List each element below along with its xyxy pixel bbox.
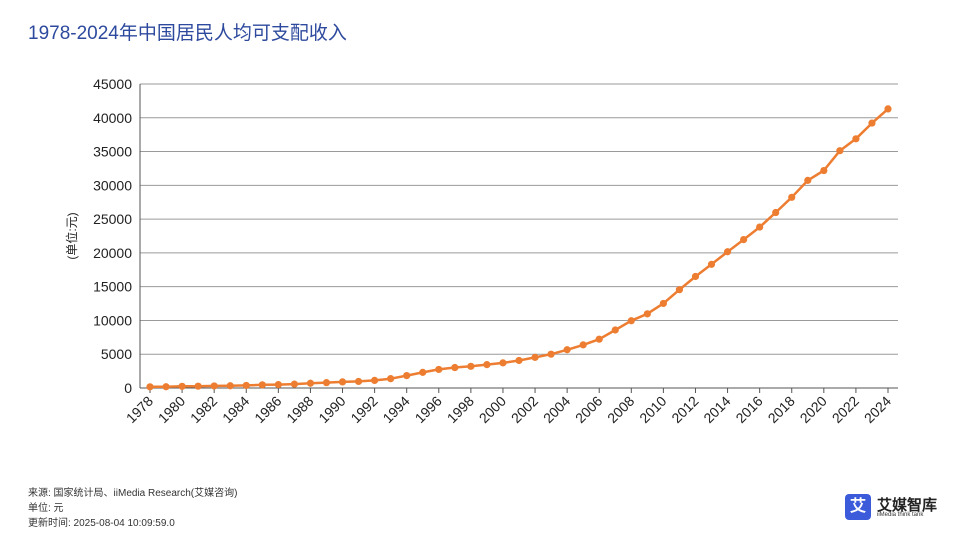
data-point	[515, 356, 523, 365]
x-tick-label: 2024	[861, 393, 894, 426]
data-point	[435, 365, 443, 374]
x-tick-label: 2008	[604, 393, 637, 426]
x-tick-label: 1998	[444, 393, 477, 426]
data-point	[740, 236, 748, 244]
y-tick-label: 35000	[93, 144, 132, 160]
data-point	[194, 382, 202, 390]
data-point	[659, 299, 667, 308]
x-tick-label: 1996	[412, 393, 445, 426]
x-tick-label: 1980	[155, 393, 188, 426]
data-point	[338, 378, 347, 386]
y-tick-label: 5000	[101, 346, 132, 362]
data-point	[852, 135, 860, 143]
data-point	[290, 380, 298, 388]
data-point	[242, 381, 250, 390]
y-tick-label: 40000	[93, 110, 132, 126]
logo-name: 艾媒智库	[877, 497, 938, 514]
x-tick-label: 2006	[572, 393, 605, 426]
data-point	[162, 383, 170, 391]
data-point	[595, 335, 603, 343]
y-tick-label: 15000	[93, 279, 132, 295]
page-title: 1978-2024年中国居民人均可支配收入	[28, 23, 347, 44]
data-point	[258, 381, 266, 389]
data-point	[723, 248, 732, 256]
brand-logo: 艾 艾媒智库 iiMedia think tank	[845, 494, 945, 524]
x-tick-label: 1994	[379, 393, 412, 426]
x-tick-label: 1992	[347, 393, 380, 426]
series-line	[150, 107, 889, 389]
line-chart: 0 5000 10000 15000 20000 25000 30000 35000 40000…	[64, 76, 898, 426]
x-tick-label: 2002	[508, 393, 541, 426]
logo-icon: 艾	[845, 494, 871, 520]
y-tick-label: 0	[124, 380, 132, 396]
data-point	[306, 379, 315, 387]
y-tick-label: 45000	[93, 76, 132, 92]
data-point	[820, 166, 828, 175]
x-tick-label: 1984	[219, 393, 252, 426]
data-point	[707, 260, 716, 268]
y-axis-label: (单位:元)	[64, 212, 79, 259]
x-tick-label: 2016	[732, 393, 765, 426]
data-point	[483, 361, 491, 369]
data-point	[451, 363, 459, 372]
data-point	[675, 286, 684, 294]
y-tick-label: 30000	[93, 177, 132, 193]
data-point	[627, 317, 635, 325]
data-point	[499, 359, 507, 367]
data-point	[419, 368, 427, 376]
data-point	[563, 346, 571, 354]
x-tick-label: 2012	[668, 393, 701, 426]
x-tick-label: 2018	[765, 393, 798, 426]
footer: 来源: 国家统计局、iiMedia Research(艾媒咨询) 单位: 元 更…	[28, 486, 237, 531]
logo-subtitle: iiMedia think tank	[877, 512, 924, 518]
data-point	[210, 382, 218, 390]
source-note: 来源: 国家统计局、iiMedia Research(艾媒咨询)	[28, 488, 238, 499]
data-point	[868, 119, 876, 127]
data-point	[804, 176, 812, 184]
data-point	[354, 377, 363, 386]
data-point	[322, 379, 331, 387]
x-tick-label: 1978	[123, 393, 156, 426]
data-point	[178, 382, 186, 390]
x-tick-label: 1986	[251, 393, 284, 426]
x-tick-label: 1982	[187, 393, 220, 426]
data-point	[387, 375, 395, 383]
data-point	[226, 382, 234, 390]
unit-note: 单位: 元	[28, 503, 64, 514]
data-point	[371, 376, 379, 385]
y-tick-label: 25000	[93, 211, 132, 227]
data-point	[547, 350, 555, 358]
y-tick-label: 10000	[93, 312, 132, 328]
data-point	[756, 223, 764, 231]
data-point	[611, 326, 619, 334]
x-tick-label: 2000	[476, 393, 509, 426]
data-point	[146, 383, 154, 391]
x-tick-label: 2022	[829, 393, 862, 426]
data-point	[274, 380, 282, 389]
x-tick-label: 1988	[283, 393, 316, 426]
data-point	[579, 341, 587, 349]
updated-time: 更新时间: 2025-08-04 10:09:59.0	[28, 518, 175, 529]
x-tick-label: 2014	[700, 393, 733, 426]
x-tick-label: 2004	[540, 393, 573, 426]
x-tick-label: 1990	[315, 393, 348, 426]
data-point	[531, 353, 539, 361]
data-point	[884, 105, 892, 113]
data-point	[691, 272, 700, 281]
data-point	[772, 208, 780, 217]
y-tick-label: 20000	[93, 245, 132, 261]
data-point	[788, 193, 796, 201]
x-tick-label: 2020	[797, 393, 830, 426]
data-point	[836, 147, 844, 155]
data-point	[467, 362, 475, 370]
data-point	[403, 371, 411, 380]
x-tick-label: 2010	[636, 393, 669, 426]
data-point	[643, 310, 651, 318]
